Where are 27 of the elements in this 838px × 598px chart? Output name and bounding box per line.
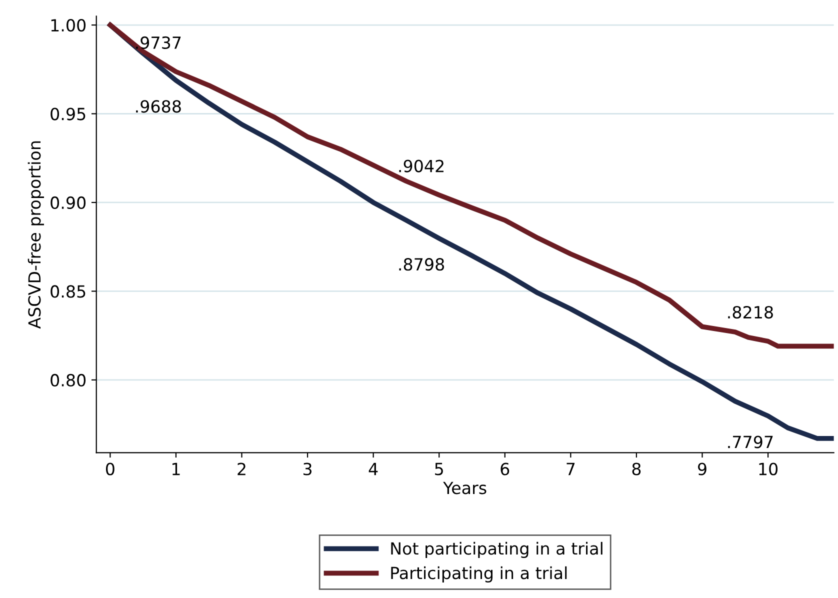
x-tick-label: 0 (106, 462, 114, 476)
annotation: .9042 (399, 160, 444, 172)
x-tick-label: 5 (435, 462, 443, 476)
y-tick-label: 1.00 (51, 18, 86, 32)
annotation: .8218 (728, 306, 773, 319)
y-tick-label: 0.95 (50, 108, 86, 120)
annotation: .9688 (136, 100, 181, 113)
annotation: .8798 (399, 258, 444, 271)
x-tick-label: 4 (368, 462, 378, 476)
legend-label: Not participating in a trial (391, 542, 602, 558)
x-axis-title: Years (443, 482, 486, 494)
x-tick-label: 6 (500, 462, 510, 476)
x-tick-label: 3 (304, 462, 312, 476)
x-tick-label: 10 (759, 462, 778, 476)
x-tick-label: 2 (238, 462, 246, 476)
y-tick-label: 0.90 (50, 196, 86, 210)
legend-label: Participating in a trial (391, 566, 567, 582)
y-axis-title: ASCVD-free proportion (28, 141, 44, 329)
x-tick-label: 1 (172, 462, 180, 476)
annotation: .9737 (136, 36, 181, 50)
y-tick-label: 0.80 (50, 374, 86, 386)
y-tick-label: 0.85 (50, 285, 86, 298)
x-tick-label: 8 (632, 462, 641, 476)
line-series (108, 22, 834, 349)
annotation: .7797 (728, 436, 773, 448)
x-tick-label: 7 (566, 462, 575, 476)
x-tick-label: 9 (698, 462, 706, 476)
